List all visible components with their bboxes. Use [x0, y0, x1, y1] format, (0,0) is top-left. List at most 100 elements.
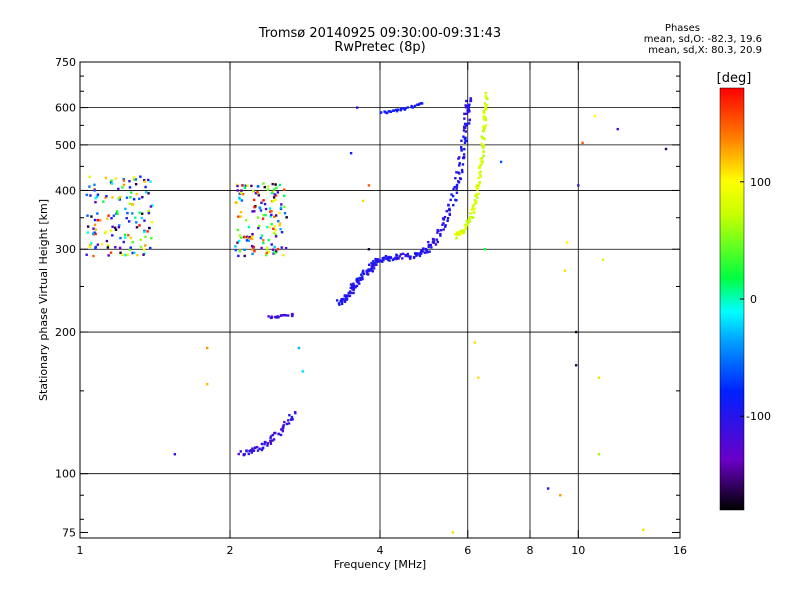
mid-frequency-noise [243, 236, 246, 239]
x-tick-label: 16 [673, 544, 687, 557]
mid-frequency-noise [269, 210, 272, 213]
isolated-echo [597, 453, 601, 456]
o-mode-echo [371, 270, 374, 273]
echo-590km [411, 106, 415, 109]
mid-frequency-noise [252, 190, 255, 193]
o-mode-echo [348, 294, 352, 298]
mid-frequency-noise [269, 215, 272, 218]
o-mode-echo [420, 252, 423, 255]
e-layer-echo [279, 433, 283, 437]
low-frequency-noise [92, 227, 95, 230]
mid-frequency-noise [239, 215, 243, 218]
o-mode-echo [350, 291, 353, 295]
mid-frequency-noise [238, 250, 241, 253]
mid-frequency-noise [266, 188, 270, 191]
low-frequency-noise [111, 225, 114, 228]
low-frequency-noise [110, 182, 114, 185]
o-mode-echo [370, 269, 373, 272]
o-mode-echo [347, 291, 350, 295]
low-frequency-noise [127, 220, 131, 223]
low-frequency-noise [143, 230, 146, 234]
mid-frequency-noise [244, 218, 248, 222]
low-frequency-noise [134, 178, 137, 181]
mid-frequency-noise [238, 196, 241, 199]
e-layer-echo [258, 447, 261, 450]
mid-frequency-noise [240, 199, 244, 202]
o-mode-echo [465, 99, 468, 103]
o-mode-echo [452, 187, 455, 191]
o-mode-echo [371, 263, 374, 266]
echo-590km [403, 108, 407, 111]
o-mode-echo [469, 99, 473, 102]
o-mode-echo [462, 129, 466, 132]
low-frequency-noise [114, 246, 117, 249]
y-tick-label: 100 [55, 468, 76, 481]
x-mode-echo [459, 232, 463, 235]
x-mode-echo [478, 182, 481, 185]
echo-590km [410, 104, 413, 108]
o-mode-echo [370, 265, 373, 268]
isolated-echo [367, 248, 371, 251]
low-frequency-noise [96, 219, 100, 222]
o-mode-echo [401, 257, 404, 260]
o-mode-echo [398, 255, 401, 258]
mid-frequency-noise [274, 194, 278, 197]
x-mode-echo [475, 184, 479, 187]
mid-frequency-noise [262, 239, 265, 242]
mid-frequency-noise [260, 201, 263, 204]
x-mode-echo [456, 233, 459, 237]
low-frequency-noise [125, 196, 129, 199]
low-frequency-noise [109, 251, 113, 254]
isolated-echo [473, 341, 477, 344]
low-frequency-noise [111, 196, 114, 199]
y-tick-label: 300 [55, 243, 76, 256]
low-frequency-noise [100, 242, 104, 246]
x-mode-echo [482, 146, 485, 150]
low-frequency-noise [114, 228, 118, 231]
o-mode-echo [463, 112, 466, 116]
x-tick-label: 2 [227, 544, 234, 557]
low-frequency-noise [121, 186, 124, 189]
x-mode-echo [482, 125, 485, 128]
low-frequency-noise [117, 197, 121, 200]
o-mode-echo [353, 284, 356, 288]
o-mode-echo [423, 251, 427, 254]
low-frequency-noise [133, 176, 136, 179]
o-mode-echo [461, 163, 465, 166]
o-mode-echo [468, 118, 471, 122]
e-layer-echo [266, 444, 269, 447]
low-frequency-noise [129, 246, 132, 249]
e-layer-echo [248, 449, 251, 453]
low-frequency-noise [95, 195, 99, 199]
echo-590km [413, 104, 417, 108]
o-mode-echo [460, 145, 463, 149]
low-frequency-noise [118, 246, 122, 250]
low-frequency-noise [123, 233, 127, 237]
o-mode-echo [460, 148, 463, 151]
x-mode-echo [474, 193, 478, 196]
low-frequency-noise [88, 245, 91, 249]
echo-590km [399, 109, 402, 112]
mid-frequency-noise [272, 231, 276, 234]
x-mode-echo [465, 219, 468, 223]
mid-frequency-noise [253, 205, 256, 209]
o-mode-echo [457, 157, 460, 160]
o-mode-echo [335, 299, 339, 302]
x-mode-echo [484, 118, 488, 122]
o-mode-echo [352, 288, 355, 292]
mid-frequency-noise [277, 219, 280, 223]
mid-frequency-noise [278, 224, 281, 227]
x-mode-echo [481, 129, 485, 133]
low-frequency-noise [134, 182, 138, 186]
isolated-echo [597, 376, 601, 379]
isolated-echo [361, 199, 365, 203]
isolated-echo [664, 147, 668, 151]
low-frequency-noise [131, 241, 134, 244]
low-frequency-noise [128, 248, 132, 252]
mid-frequency-noise [271, 182, 274, 186]
e-layer-echo [250, 451, 253, 454]
phase-heading: Phases [664, 23, 700, 34]
low-frequency-noise [131, 212, 134, 215]
low-frequency-noise [85, 253, 88, 256]
mid-frequency-noise [246, 236, 250, 240]
